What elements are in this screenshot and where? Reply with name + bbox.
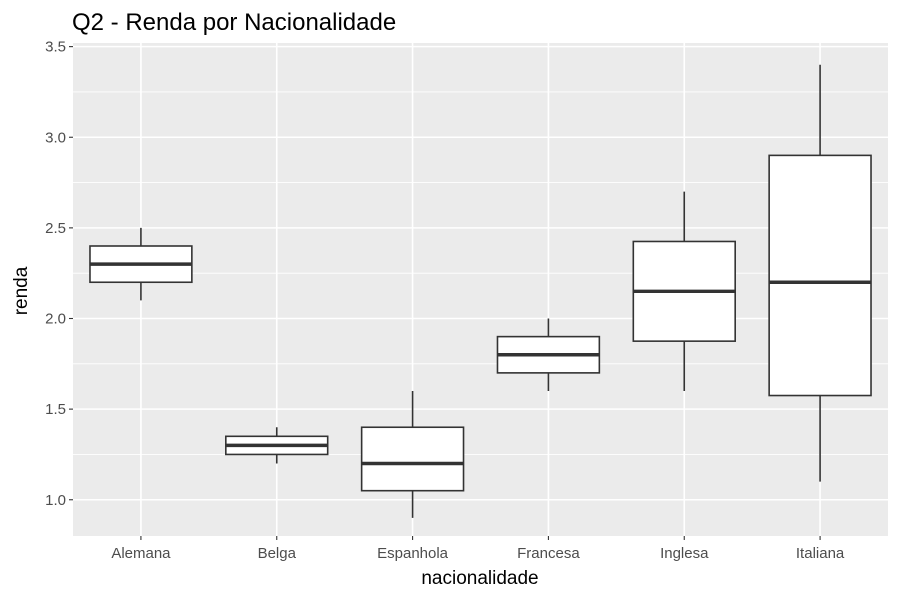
x-tick-label: Italiana: [796, 545, 845, 562]
x-tick-label: Belga: [258, 545, 297, 562]
box-body: [768, 154, 872, 397]
y-tick-label: 3.0: [45, 129, 66, 146]
axes: 1.0 1.5 2.0 2.5 3.0 3.5 Alemana Belga Espanhola F…: [45, 39, 845, 562]
x-tick-label: Alemana: [111, 545, 171, 562]
x-tick-label: Inglesa: [660, 545, 709, 562]
x-tick-label: Espanhola: [377, 545, 449, 562]
box-francesa: [496, 318, 601, 391]
chart-title: Q2 - Renda por Nacionalidade: [72, 9, 396, 36]
box-alemana: [89, 227, 193, 301]
boxes: [89, 64, 872, 518]
box-belga: [225, 427, 329, 464]
y-tick-label: 1.0: [45, 492, 66, 509]
box-italiana: [768, 64, 872, 482]
box-espanhola: [360, 391, 465, 518]
y-tick-label: 2.5: [45, 220, 66, 237]
box-body: [360, 426, 465, 492]
y-tick-label: 1.5: [45, 401, 66, 418]
box-inglesa: [632, 191, 736, 391]
plot-panel: [73, 43, 888, 536]
x-tick-label: Francesa: [517, 545, 580, 562]
y-tick-label: 2.0: [45, 311, 66, 328]
y-axis-title: renda: [11, 266, 32, 315]
y-tick-label: 3.5: [45, 39, 66, 56]
x-axis-title: nacionalidade: [421, 568, 538, 589]
